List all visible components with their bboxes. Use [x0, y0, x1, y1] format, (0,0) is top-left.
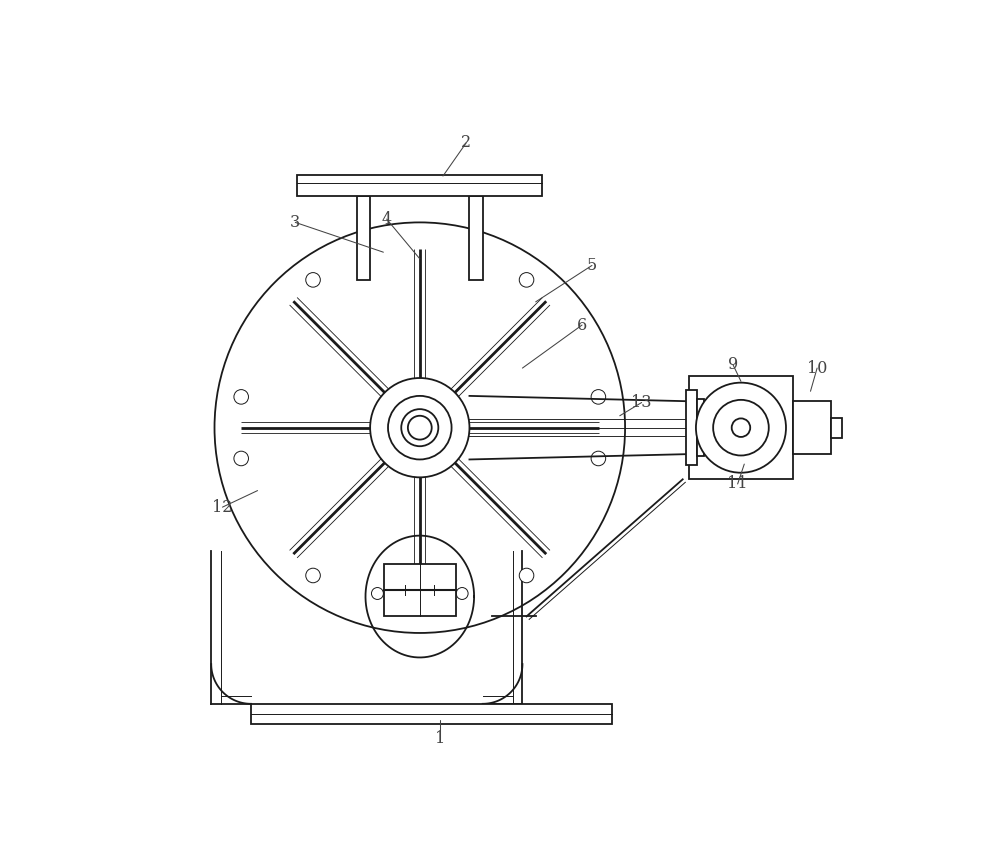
Circle shape	[696, 383, 786, 473]
Circle shape	[388, 396, 452, 459]
Circle shape	[306, 273, 320, 287]
Circle shape	[591, 390, 606, 404]
Text: 3: 3	[290, 214, 300, 230]
Circle shape	[370, 378, 469, 477]
Bar	[357, 196, 370, 280]
Text: 9: 9	[728, 356, 738, 373]
Text: 11: 11	[727, 476, 748, 493]
Bar	[831, 418, 842, 438]
Text: 6: 6	[577, 316, 587, 334]
Circle shape	[713, 400, 769, 456]
Text: 10: 10	[807, 359, 827, 377]
Circle shape	[234, 452, 248, 466]
Circle shape	[732, 419, 750, 437]
Circle shape	[519, 273, 534, 287]
Bar	[469, 196, 483, 280]
Circle shape	[456, 587, 468, 599]
Text: 12: 12	[212, 499, 233, 516]
Circle shape	[234, 390, 248, 404]
Bar	[686, 390, 697, 465]
Text: 13: 13	[631, 394, 652, 411]
Circle shape	[306, 568, 320, 583]
Circle shape	[519, 568, 534, 583]
Bar	[697, 399, 704, 456]
Circle shape	[215, 223, 625, 633]
Text: 4: 4	[382, 211, 392, 228]
Circle shape	[591, 452, 606, 466]
Bar	[793, 401, 831, 454]
Circle shape	[371, 587, 383, 599]
Text: 2: 2	[461, 134, 471, 151]
Bar	[251, 703, 612, 723]
Bar	[297, 175, 542, 196]
Text: 5: 5	[587, 257, 597, 274]
Bar	[689, 376, 793, 479]
Circle shape	[401, 409, 438, 446]
Circle shape	[408, 415, 432, 439]
Bar	[384, 564, 456, 616]
Text: 1: 1	[435, 730, 445, 747]
